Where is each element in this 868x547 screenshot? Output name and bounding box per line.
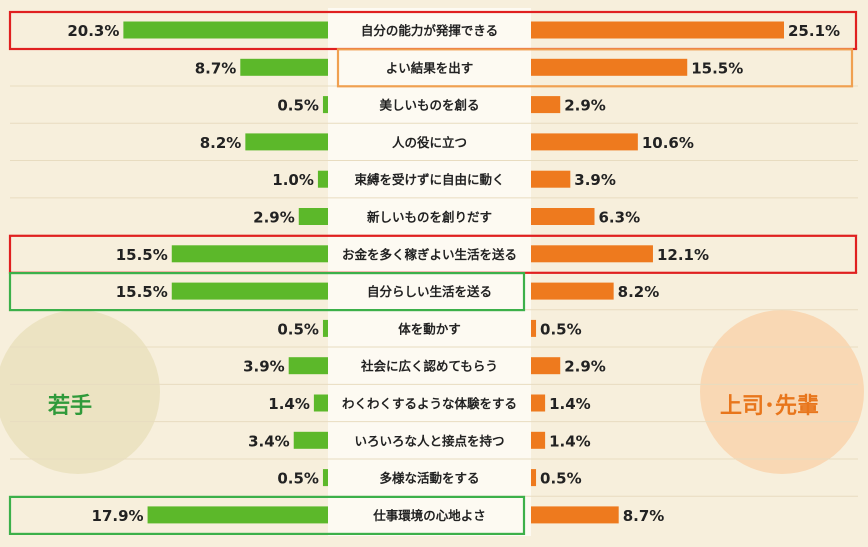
left-circle-decoration (0, 310, 160, 474)
category-label: 仕事環境の心地よさ (372, 508, 486, 523)
highlight-box (336, 48, 854, 88)
right-value-label: 0.5% (540, 320, 582, 338)
right-value-label: 2.9% (564, 358, 606, 376)
category-label: わくわくするような体験をする (342, 396, 517, 411)
category-label: 自分らしい生活を送る (367, 284, 492, 299)
left-value-label: 2.9% (253, 209, 295, 227)
right-value-label: 3.9% (574, 171, 616, 189)
right-bar (531, 282, 614, 300)
right-bar (531, 170, 571, 188)
right-value-label: 8.7% (623, 507, 665, 525)
category-label: 人の役に立つ (392, 135, 467, 150)
category-label: いろいろな人と接点を持つ (354, 433, 504, 448)
right-value-label: 1.4% (549, 395, 591, 413)
right-bar (531, 96, 561, 114)
category-label: 新しいものを創りだす (367, 210, 492, 225)
left-bar (298, 208, 328, 225)
left-value-label: 20.3% (67, 22, 119, 40)
right-value-label: 0.5% (540, 470, 582, 488)
right-bar (531, 133, 638, 151)
right-bar (531, 208, 595, 225)
left-series-label: 若手 (48, 394, 93, 419)
category-label: 多様な活動をする (379, 471, 479, 486)
left-value-label: 0.5% (277, 320, 319, 338)
category-label: 体を動かす (398, 321, 461, 336)
left-bar (123, 21, 328, 39)
highlight-box (8, 272, 526, 312)
left-bar (293, 431, 328, 449)
right-bar (531, 394, 546, 412)
right-value-label: 10.6% (642, 134, 694, 152)
left-value-label: 17.9% (92, 507, 144, 525)
right-bar (531, 506, 619, 524)
left-bar (171, 282, 328, 300)
left-bar (317, 170, 328, 188)
left-bar (313, 394, 328, 412)
category-label: 美しいものを創る (379, 98, 479, 113)
left-value-label: 3.4% (248, 432, 290, 450)
left-bar (147, 506, 328, 524)
right-bar (531, 469, 537, 487)
left-bar (240, 58, 328, 76)
right-value-label: 12.1% (657, 246, 709, 264)
right-bar (531, 58, 688, 76)
left-value-label: 0.5% (277, 97, 319, 115)
category-label: 社会に広く認めてもらう (360, 359, 498, 374)
left-bar (245, 133, 328, 151)
right-series-label: 上司･先輩 (720, 394, 820, 419)
left-value-label: 15.5% (116, 283, 168, 301)
right-bar (531, 319, 537, 337)
category-label: よい結果を出す (386, 60, 474, 75)
right-value-label: 25.1% (788, 22, 840, 40)
left-value-label: 8.2% (200, 134, 242, 152)
left-bar (322, 96, 328, 114)
right-bar (531, 245, 653, 263)
left-value-label: 8.7% (195, 59, 237, 77)
left-bar (171, 245, 328, 263)
right-circle-decoration (700, 310, 864, 474)
left-value-label: 3.9% (243, 358, 285, 376)
left-value-label: 15.5% (116, 246, 168, 264)
right-value-label: 15.5% (691, 59, 743, 77)
right-value-label: 2.9% (564, 97, 606, 115)
right-bar (531, 431, 546, 449)
left-value-label: 0.5% (277, 470, 319, 488)
right-bar (531, 21, 784, 39)
category-label: 自分の能力が発揮できる (361, 23, 498, 38)
highlight-box (8, 495, 526, 535)
left-value-label: 1.0% (272, 171, 314, 189)
left-bar (322, 319, 328, 337)
left-bar (322, 469, 328, 487)
left-value-label: 1.4% (268, 395, 310, 413)
category-label: 束縛を受けずに自由に動く (353, 172, 504, 187)
right-value-label: 1.4% (549, 432, 591, 450)
right-value-label: 8.2% (618, 283, 660, 301)
left-bar (288, 357, 328, 375)
right-value-label: 6.3% (599, 209, 641, 227)
right-bar (531, 357, 561, 375)
category-label: お金を多く稼ぎよい生活を送る (342, 247, 517, 262)
